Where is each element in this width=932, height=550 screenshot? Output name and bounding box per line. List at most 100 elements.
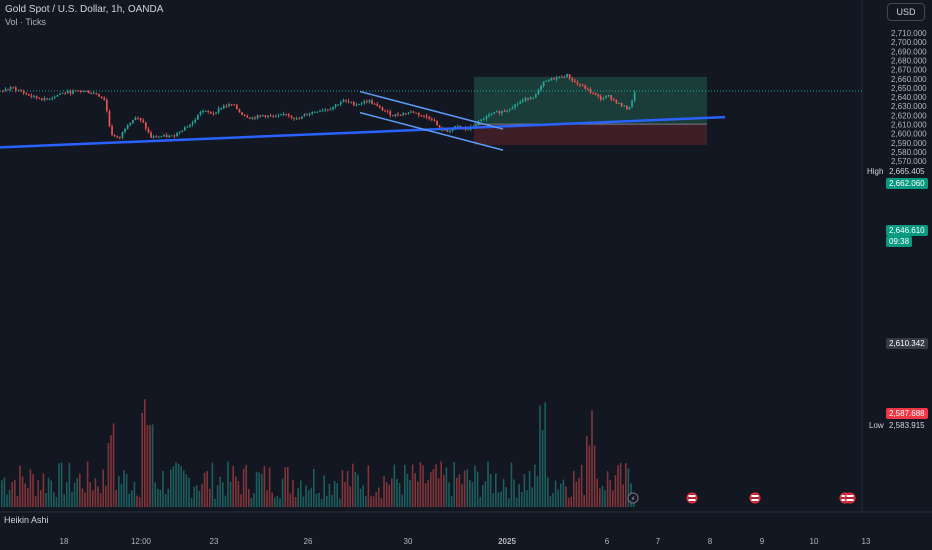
volume-bar [263,465,266,507]
price-tick-label: 2,670.000 [891,66,927,75]
candle [165,135,168,138]
volume-bar [302,496,305,507]
candle [46,98,48,100]
volume-bar [591,410,593,507]
volume-bar [318,492,320,507]
candle [212,113,215,115]
volume-bar [73,483,76,507]
volume-bar [463,470,466,507]
candle [225,105,228,107]
candle [178,131,181,133]
candle [77,90,80,92]
candle [363,101,366,104]
candle [230,104,233,106]
candle [33,95,35,97]
candle [2,90,4,92]
volume-bar [417,481,419,507]
volume-bar [89,482,91,507]
volume-bar [128,493,130,507]
volume-bar [573,470,575,507]
candle [119,137,121,139]
candle [428,117,431,119]
candle [589,88,592,93]
candle [550,78,553,81]
volume-bar [71,491,73,507]
candle [95,92,98,95]
volume-bar [424,483,427,507]
volume-bar [552,492,554,507]
candle [490,113,493,115]
candle [418,112,420,116]
volume-bar [549,495,552,507]
volume-bar [333,480,336,507]
volume-bar [310,487,312,507]
volume-bar [557,489,559,507]
volume-bar [110,435,112,507]
low-label: Low [866,420,887,431]
price-tick-label: 2,650.000 [891,84,927,93]
candle [503,111,506,113]
volume-bar [45,492,47,507]
volume-bar [370,495,372,507]
candle [347,100,350,102]
volume-bar [612,490,614,507]
candle [264,115,267,117]
candle [233,104,236,106]
volume-bar [445,467,448,507]
volume-bar [229,481,232,507]
lightning-icon-glyph: ⚡ [631,495,636,503]
channel-upper-line [359,90,504,130]
candle [254,117,256,119]
volume-bar [601,485,604,507]
candle [210,111,212,114]
candle [548,80,550,82]
candle [563,77,566,79]
candle [610,95,613,100]
volume-bar [279,498,281,507]
symbol-title[interactable]: Gold Spot / U.S. Dollar, 1h, OANDA [5,4,164,15]
candle [355,104,358,106]
candle [535,94,537,98]
candle [402,113,405,116]
time-tick-label: 18 [60,537,69,546]
candle [451,128,454,132]
volume-bar [144,399,146,507]
volume-bar [458,474,461,507]
volume-bar [388,484,390,507]
volume-bar [315,493,318,507]
candle [483,119,485,121]
candle [342,100,345,103]
candle [345,100,347,102]
candle [314,111,316,113]
candle [397,114,399,116]
volume-bar [614,475,617,507]
candle [376,104,379,106]
candle [311,112,314,114]
volume-bar [284,467,286,507]
volume-bar [211,462,214,507]
volume-bar [534,464,536,507]
currency-selector[interactable]: USD [887,3,925,21]
candle [87,91,90,94]
volume-bar [235,476,237,507]
volume-bar [401,494,403,507]
volume-bar [531,487,533,507]
candle [56,94,59,97]
volume-bar [281,478,284,507]
candle [38,97,41,99]
volume-bar [391,478,393,507]
candle [584,85,587,89]
candle [516,103,519,105]
volume-bar [349,486,351,507]
candle [493,111,496,114]
volume-bar [430,472,432,507]
candle [106,99,108,112]
volume-bar [326,495,328,507]
candle [410,111,412,113]
volume-bar [206,470,208,507]
candle [17,90,20,92]
candle [129,123,132,126]
volume-bar [50,480,52,507]
candle [350,101,353,103]
